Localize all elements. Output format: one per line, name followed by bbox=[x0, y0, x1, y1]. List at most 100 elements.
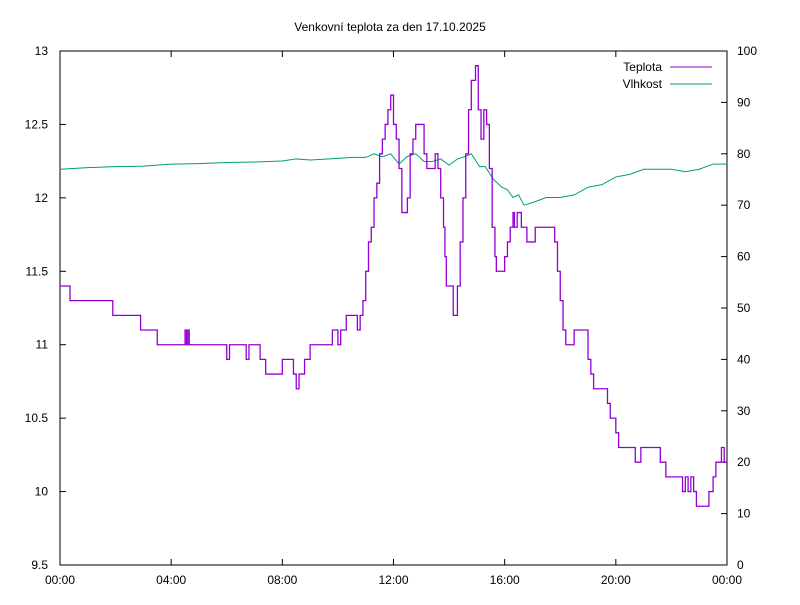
data-point-teplota bbox=[382, 138, 383, 140]
data-point-teplota bbox=[457, 285, 458, 287]
y2-tick-label: 0 bbox=[737, 558, 744, 572]
plot-area-border bbox=[59, 50, 728, 566]
data-point-teplota bbox=[587, 359, 589, 360]
data-point-teplota bbox=[387, 109, 389, 111]
data-point-vlhkost bbox=[726, 163, 728, 165]
data-point-teplota bbox=[516, 212, 518, 213]
data-point-teplota bbox=[446, 285, 447, 287]
data-point-teplota bbox=[690, 476, 692, 478]
data-point-teplota bbox=[112, 315, 114, 316]
data-point-teplota bbox=[576, 329, 578, 331]
data-point-vlhkost bbox=[309, 159, 311, 161]
x-tick-label: 00:00 bbox=[45, 573, 75, 587]
data-point-teplota bbox=[693, 491, 694, 492]
y-tick-label: 10 bbox=[35, 485, 49, 499]
data-point-teplota bbox=[248, 344, 250, 346]
data-point-teplota bbox=[565, 344, 567, 346]
x-tick-label: 16:00 bbox=[490, 573, 520, 587]
y2-tick-label: 50 bbox=[737, 301, 751, 315]
data-point-vlhkost bbox=[643, 168, 644, 170]
data-point-teplota bbox=[696, 505, 697, 507]
data-point-vlhkost bbox=[615, 176, 617, 178]
data-point-teplota bbox=[245, 359, 247, 360]
data-point-vlhkost bbox=[170, 163, 172, 165]
data-point-teplota bbox=[368, 241, 369, 243]
data-point-teplota bbox=[226, 359, 228, 360]
data-point-vlhkost bbox=[507, 189, 508, 191]
data-point-teplota bbox=[452, 315, 454, 316]
y2-tick-label: 80 bbox=[737, 147, 751, 161]
data-point-teplota bbox=[504, 256, 505, 257]
x-tick-label: 04:00 bbox=[156, 573, 186, 587]
data-point-teplota bbox=[715, 461, 717, 463]
data-point-vlhkost bbox=[484, 166, 486, 167]
legend: Teplota Vlhkost bbox=[623, 60, 712, 91]
data-point-vlhkost bbox=[337, 158, 339, 159]
y-tick-label: 11.5 bbox=[26, 264, 49, 278]
data-point-teplota bbox=[480, 138, 482, 140]
data-point-teplota bbox=[593, 388, 594, 390]
data-point-teplota bbox=[640, 447, 642, 448]
data-point-teplota bbox=[621, 447, 622, 448]
data-point-vlhkost bbox=[559, 197, 561, 198]
y2-tick-label: 100 bbox=[737, 44, 757, 58]
data-point-teplota bbox=[140, 329, 141, 331]
y2-tick-label: 30 bbox=[737, 404, 751, 418]
data-point-teplota bbox=[514, 226, 515, 228]
data-point-teplota bbox=[723, 461, 725, 463]
y2-tick-label: 40 bbox=[737, 352, 751, 366]
data-point-teplota bbox=[712, 476, 714, 478]
data-point-teplota bbox=[477, 109, 479, 111]
data-point-teplota bbox=[429, 168, 430, 169]
data-point-teplota bbox=[443, 226, 444, 228]
x-tick-label: 08:00 bbox=[267, 573, 297, 587]
data-point-teplota bbox=[475, 65, 476, 66]
data-point-vlhkost bbox=[390, 153, 392, 155]
data-point-vlhkost bbox=[457, 158, 458, 160]
data-point-teplota bbox=[526, 241, 528, 243]
legend-label-teplota: Teplota bbox=[623, 60, 662, 74]
y2-tick-label: 60 bbox=[737, 250, 751, 264]
data-point-teplota bbox=[471, 80, 472, 81]
data-point-teplota bbox=[607, 403, 608, 404]
data-point-vlhkost bbox=[698, 168, 700, 170]
data-point-vlhkost bbox=[712, 163, 714, 165]
data-point-teplota bbox=[557, 270, 558, 272]
data-point-teplota bbox=[345, 315, 347, 316]
data-point-teplota bbox=[494, 256, 496, 257]
data-point-teplota bbox=[562, 329, 564, 331]
data-point-teplota bbox=[423, 153, 425, 155]
data-point-teplota bbox=[384, 124, 386, 125]
data-point-vlhkost bbox=[573, 194, 575, 196]
data-point-teplota bbox=[496, 270, 497, 272]
data-point-vlhkost bbox=[365, 157, 367, 158]
data-point-teplota bbox=[468, 109, 469, 111]
data-point-teplota bbox=[685, 476, 686, 478]
data-point-teplota bbox=[156, 344, 158, 346]
data-point-vlhkost bbox=[382, 156, 383, 158]
data-point-vlhkost bbox=[587, 186, 589, 188]
data-point-vlhkost bbox=[629, 174, 631, 175]
data-point-teplota bbox=[459, 241, 461, 243]
data-point-teplota bbox=[518, 212, 519, 213]
data-point-vlhkost bbox=[657, 168, 658, 170]
data-point-vlhkost bbox=[407, 156, 408, 157]
data-point-vlhkost bbox=[479, 166, 480, 167]
y2-tick-label: 70 bbox=[737, 198, 751, 212]
data-point-teplota bbox=[390, 94, 392, 96]
data-point-teplota bbox=[376, 182, 378, 184]
data-point-teplota bbox=[705, 505, 707, 507]
data-point-vlhkost bbox=[685, 171, 686, 173]
data-point-teplota bbox=[362, 300, 364, 301]
data-point-teplota bbox=[259, 359, 261, 360]
data-point-teplota bbox=[332, 329, 333, 331]
data-point-teplota bbox=[229, 344, 230, 346]
data-point-vlhkost bbox=[546, 197, 547, 198]
data-point-teplota bbox=[486, 124, 487, 125]
data-point-teplota bbox=[444, 256, 446, 257]
y2-tick-label: 10 bbox=[737, 507, 751, 521]
data-point-vlhkost bbox=[512, 197, 514, 198]
data-point-teplota bbox=[59, 285, 61, 287]
data-point-vlhkost bbox=[143, 165, 144, 167]
